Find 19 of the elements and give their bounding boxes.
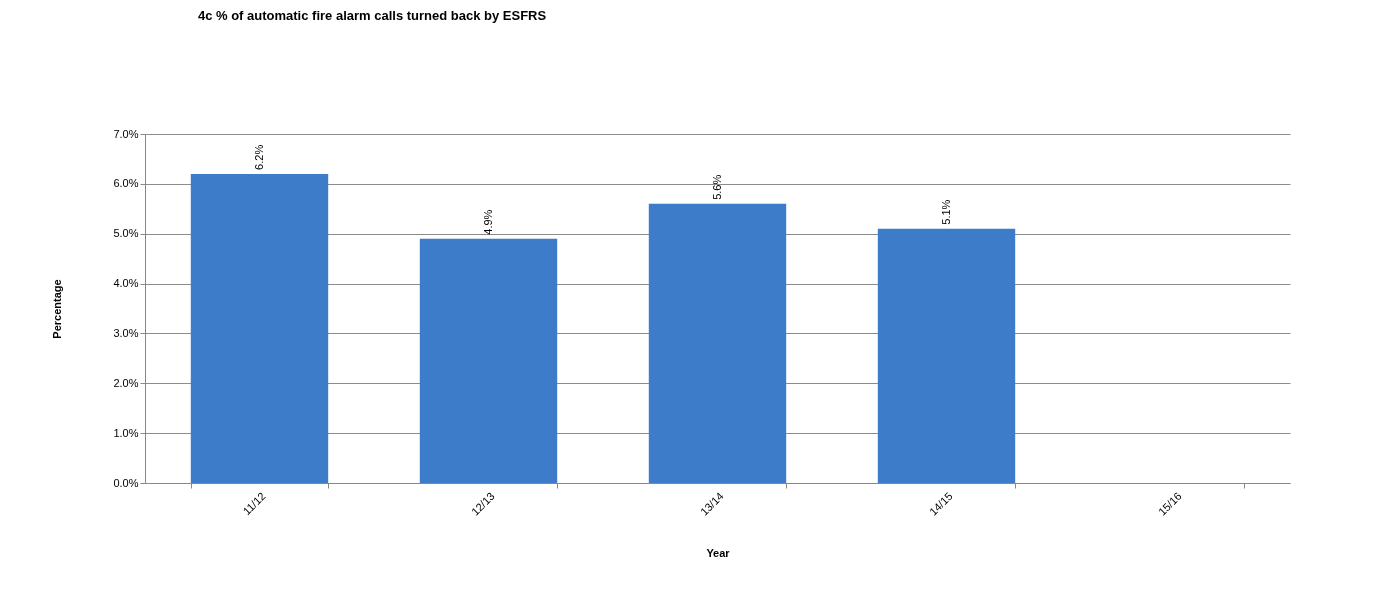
y-tick-label: 6.0% (113, 177, 139, 190)
y-tick-label: 4.0% (113, 277, 139, 290)
bar (419, 238, 558, 483)
bar (877, 228, 1016, 483)
y-tick-label: 5.0% (113, 227, 139, 240)
bar (190, 173, 329, 483)
data-label: 6.2% (252, 144, 265, 170)
bar (648, 203, 787, 483)
y-tick-label: 3.0% (113, 326, 139, 339)
chart-title: 4c % of automatic fire alarm calls turned back by ESFRS (197, 8, 547, 23)
y-tick-label: 1.0% (113, 426, 139, 439)
data-label: 5.1% (939, 199, 952, 225)
x-axis-title: Year (706, 546, 731, 559)
y-tick-label: 0.0% (113, 476, 139, 489)
y-axis-title: Percentage (51, 279, 64, 339)
data-label: 4.9% (481, 209, 494, 235)
y-tick-label: 2.0% (113, 376, 139, 389)
data-label: 5.6% (710, 174, 723, 200)
y-tick-label: 7.0% (113, 127, 139, 140)
